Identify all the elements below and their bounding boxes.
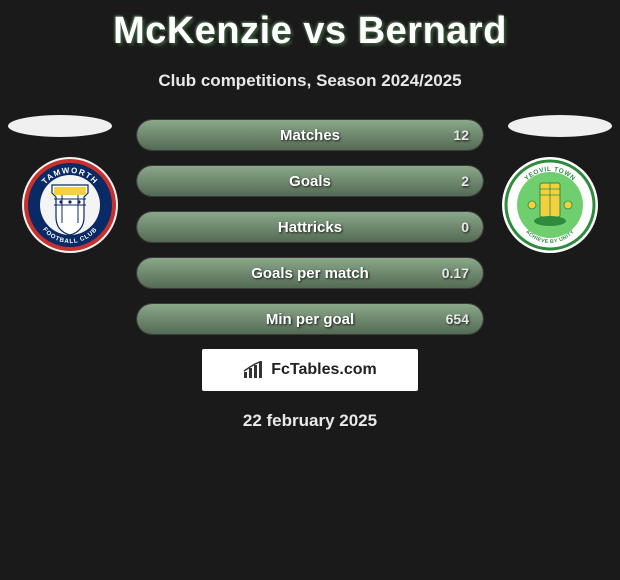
stat-label: Hattricks bbox=[137, 219, 483, 236]
page-title: McKenzie vs Bernard bbox=[0, 0, 620, 53]
stat-label: Goals per match bbox=[137, 265, 483, 282]
yeovil-town-crest-icon: YEOVIL TOWN ACHIEVE BY UNITY bbox=[500, 155, 600, 255]
brand-label: FcTables.com bbox=[271, 361, 377, 379]
stat-value: 12 bbox=[453, 127, 469, 143]
stat-value: 0.17 bbox=[442, 265, 469, 281]
stat-value: 0 bbox=[461, 219, 469, 235]
stat-row-goals-per-match: Goals per match 0.17 bbox=[136, 257, 484, 289]
stat-row-min-per-goal: Min per goal 654 bbox=[136, 303, 484, 335]
brand-box[interactable]: FcTables.com bbox=[202, 349, 418, 391]
date-label: 22 february 2025 bbox=[0, 411, 620, 431]
crest-shadow-right bbox=[508, 115, 612, 137]
stat-row-goals: Goals 2 bbox=[136, 165, 484, 197]
bar-chart-icon bbox=[243, 361, 265, 379]
stat-bars: Matches 12 Goals 2 Hattricks 0 Goals per… bbox=[136, 119, 484, 335]
stat-label: Goals bbox=[137, 173, 483, 190]
crest-shadow-left bbox=[8, 115, 112, 137]
stat-value: 654 bbox=[446, 311, 469, 327]
stat-label: Min per goal bbox=[137, 311, 483, 328]
stat-row-matches: Matches 12 bbox=[136, 119, 484, 151]
comparison-stage: TAMWORTH FOOTBALL CLUB YEOVIL TOWN AC bbox=[0, 119, 620, 431]
subtitle: Club competitions, Season 2024/2025 bbox=[0, 71, 620, 91]
stat-value: 2 bbox=[461, 173, 469, 189]
stat-label: Matches bbox=[137, 127, 483, 144]
stat-row-hattricks: Hattricks 0 bbox=[136, 211, 484, 243]
tamworth-crest-icon: TAMWORTH FOOTBALL CLUB bbox=[20, 155, 120, 255]
